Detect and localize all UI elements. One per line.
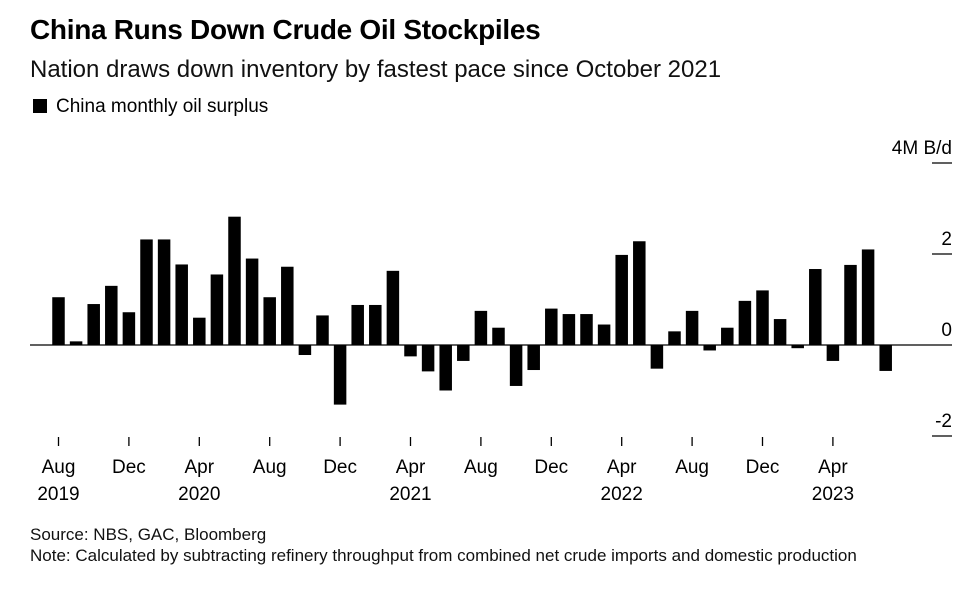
x-tick-label-month: Aug [42,457,76,478]
bar [879,345,892,371]
bar [333,345,347,405]
bar [791,345,804,349]
y-tick-label: 2 [941,229,952,250]
x-tick-label-year: 2019 [37,484,79,505]
footer: Source: NBS, GAC, Bloomberg Note: Calcul… [30,524,930,566]
bar-chart: Aug 2019 Dec Apr 2020 Aug Dec Apr 2021 Aug Dec Apr 2… [30,138,952,505]
bar [633,241,646,345]
x-tick-label-month: Aug [464,457,498,478]
bar [421,345,435,372]
bar [281,266,294,345]
bar [316,315,329,345]
x-tick-label-month: Dec [323,457,357,478]
note-text: Note: Calculated by subtracting refinery… [30,546,857,565]
bar [861,249,875,345]
bar [509,345,523,386]
bar [562,314,576,345]
bar [122,312,136,345]
bar [87,304,100,345]
bar [369,304,382,345]
bar [580,314,593,345]
bar [826,345,840,361]
bar [492,327,505,345]
x-tick-label-year: 2023 [812,484,854,505]
x-axis: Aug 2019 Dec Apr 2020 Aug Dec Apr 2021 Aug Dec Apr 2… [37,437,854,505]
x-tick-label-year: 2020 [178,484,220,505]
x-tick-label-month: Dec [746,457,780,478]
bar [685,310,699,345]
bar [351,304,364,345]
bar [545,308,558,345]
bar [721,327,734,345]
bar [52,297,65,345]
bar [228,216,241,345]
bar [738,300,752,345]
x-tick-label-year: 2021 [389,484,431,505]
bar [474,310,488,345]
bar [404,345,417,357]
bar [773,319,787,345]
bar [210,274,224,345]
bar [245,258,259,345]
y-tick-label: -2 [935,411,952,432]
x-tick-label-month: Aug [253,457,287,478]
bar [157,239,171,345]
y-tick-label: 4M B/d [892,138,952,159]
x-tick-label-month: Apr [818,457,848,478]
bar [527,345,540,371]
bar [193,317,206,345]
bar [175,264,188,345]
bar [263,297,276,345]
bar [69,341,83,345]
bar [756,290,769,345]
bar [457,345,470,361]
x-tick-label-month: Apr [607,457,637,478]
x-tick-label-month: Apr [396,457,426,478]
chart-title: China Runs Down Crude Oil Stockpiles [30,14,541,45]
source-text: Source: NBS, GAC, Bloomberg [30,525,267,544]
legend-label: China monthly oil surplus [56,96,269,117]
bar [844,264,857,345]
x-tick-label-year: 2022 [601,484,643,505]
bar [809,269,822,345]
bar [668,331,681,345]
x-tick-label-month: Aug [675,457,709,478]
bar [298,345,312,356]
bar [386,270,400,345]
bar [105,285,118,345]
legend-swatch [33,99,47,113]
bar [703,345,716,351]
bar [439,345,452,391]
bar [650,345,664,369]
bars [52,216,892,405]
chart-subtitle: Nation draws down inventory by fastest p… [30,56,722,83]
bar [140,239,153,345]
bar [615,254,628,345]
x-tick-label-month: Dec [112,457,146,478]
y-axis-labels: 4M B/d 2 0 -2 [892,138,952,432]
x-tick-label-month: Apr [185,457,215,478]
bar [597,324,611,345]
x-tick-label-month: Dec [534,457,568,478]
legend: China monthly oil surplus [33,96,268,118]
y-tick-label: 0 [941,320,952,341]
